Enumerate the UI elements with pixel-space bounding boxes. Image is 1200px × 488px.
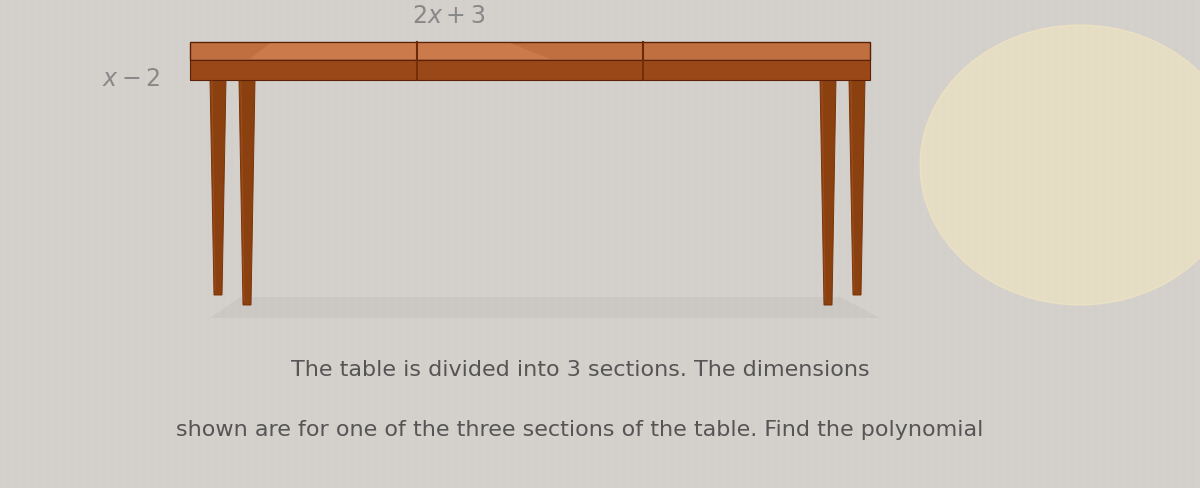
Polygon shape: [239, 78, 256, 305]
Polygon shape: [190, 42, 870, 60]
Text: The table is divided into 3 sections. The dimensions: The table is divided into 3 sections. Th…: [290, 360, 869, 380]
Text: shown are for one of the three sections of the table. Find the polynomial: shown are for one of the three sections …: [176, 420, 984, 440]
Polygon shape: [850, 78, 865, 295]
Text: $x-2$: $x-2$: [102, 68, 160, 92]
Polygon shape: [210, 78, 226, 295]
Polygon shape: [190, 60, 870, 80]
Polygon shape: [210, 297, 880, 318]
Text: $2x+3$: $2x+3$: [412, 5, 485, 28]
Polygon shape: [820, 78, 836, 305]
Ellipse shape: [920, 25, 1200, 305]
Polygon shape: [250, 43, 550, 59]
